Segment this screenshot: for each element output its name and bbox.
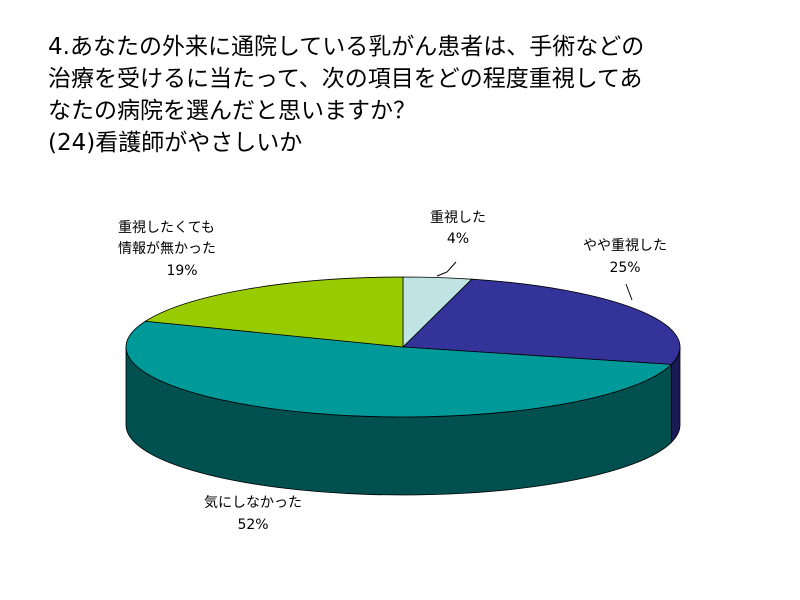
label-line: 情報が無かった	[118, 241, 216, 257]
value-label: 4%	[447, 231, 469, 247]
value-label: 25%	[609, 260, 640, 276]
title-block: 4.あなたの外来に通院している乳がん患者は、手術などの治療を受けるに当たって、次…	[48, 34, 644, 156]
slice	[402, 278, 681, 365]
chart-title: なたの病院を選んだと思いますか？	[48, 98, 416, 124]
slice	[144, 276, 404, 348]
labels: 重視した 4% やや重視した 25% 気にしなかった 52% 重視したくても情報が無かった 1…	[118, 210, 667, 533]
category-label: 重視した	[430, 210, 486, 226]
chart-title: 4.あなたの外来に通院している乳がん患者は、手術などの	[48, 34, 644, 60]
label-line: 重視したくても	[118, 220, 215, 236]
category-label: 気にしなかった	[204, 495, 302, 511]
leader-line	[436, 261, 457, 277]
category-label: やや重視した	[583, 238, 667, 254]
slice	[125, 320, 673, 418]
category-label: 重視したくても情報が無かった	[118, 220, 216, 257]
value-label: 52%	[237, 517, 268, 533]
leader-line	[625, 283, 633, 301]
chart-title: (24)看護師がやさしいか	[48, 130, 302, 156]
chart-title: 治療を受けるに当たって、次の項目をどの程度重視してあ	[48, 66, 642, 92]
value-label: 19%	[166, 263, 197, 279]
pie	[125, 276, 681, 496]
